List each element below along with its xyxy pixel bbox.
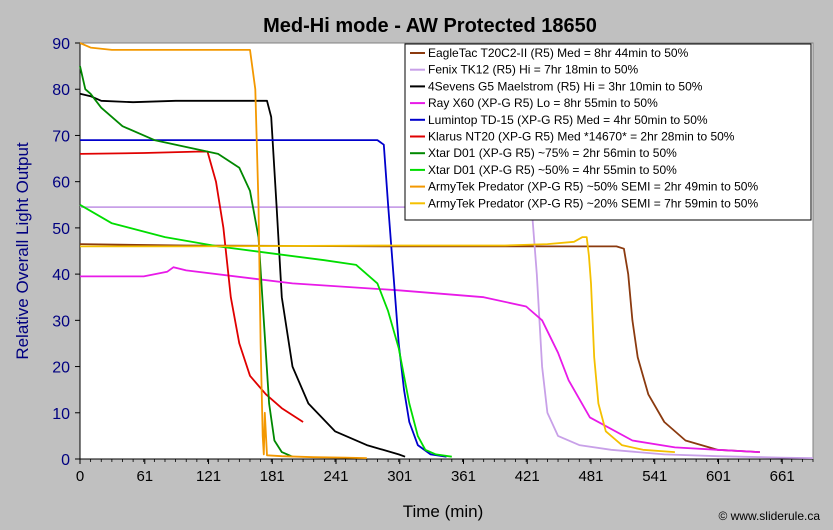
- legend-entry: Klarus NT20 (XP-G R5) Med *14670* = 2hr …: [428, 130, 735, 144]
- legend-entry: 4Sevens G5 Maelstrom (R5) Hi = 3hr 10min…: [428, 79, 703, 93]
- legend: EagleTac T20C2-II (R5) Med = 8hr 44min t…: [404, 43, 812, 221]
- series-line-3: [79, 92, 406, 458]
- y-tick-label: 60: [52, 175, 70, 192]
- series-line-5: [80, 139, 447, 458]
- series-line-9: [79, 42, 367, 459]
- x-tick-label: 61: [136, 468, 153, 485]
- series-line-4: [80, 266, 760, 453]
- x-tick-label: 361: [451, 468, 476, 485]
- legend-entry: Lumintop TD-15 (XP-G R5) Med = 4hr 50min…: [428, 113, 708, 127]
- y-tick-label: 10: [52, 406, 70, 423]
- y-tick-label: 50: [52, 221, 70, 238]
- x-tick-label: 0: [76, 468, 84, 485]
- y-tick-label: 80: [52, 82, 70, 99]
- legend-entry: Xtar D01 (XP-G R5) ~75% = 2hr 56min to 5…: [428, 146, 677, 160]
- legend-entry: EagleTac T20C2-II (R5) Med = 8hr 44min t…: [428, 46, 689, 60]
- y-tick-label: 0: [61, 452, 70, 469]
- x-tick-label: 181: [260, 468, 285, 485]
- x-tick-label: 661: [770, 468, 795, 485]
- x-tick-label: 301: [387, 468, 412, 485]
- x-tick-label: 481: [578, 468, 603, 485]
- series-line-8: [79, 204, 452, 458]
- legend-entry: Xtar D01 (XP-G R5) ~50% = 4hr 55min to 5…: [428, 163, 677, 177]
- x-tick-label: 421: [515, 468, 540, 485]
- credit-text: © www.sliderule.ca: [718, 509, 820, 523]
- legend-entry: ArmyTek Predator (XP-G R5) ~50% SEMI = 2…: [428, 180, 758, 194]
- legend-box: [404, 43, 812, 221]
- x-tick-label: 541: [642, 468, 667, 485]
- y-tick-label: 70: [52, 128, 70, 145]
- y-tick-label: 90: [52, 36, 70, 53]
- series-group: [79, 42, 814, 459]
- x-tick-label: 601: [706, 468, 731, 485]
- legend-entry: Ray X60 (XP-G R5) Lo = 8hr 55min to 50%: [428, 96, 658, 110]
- legend-entry: Fenix TK12 (R5) Hi = 7hr 18min to 50%: [428, 63, 639, 77]
- series-line-7: [79, 65, 293, 458]
- legend-entry: ArmyTek Predator (XP-G R5) ~20% SEMI = 7…: [428, 196, 758, 210]
- y-tick-label: 20: [52, 360, 70, 377]
- x-tick-label: 241: [324, 468, 349, 485]
- x-axis-label: Time (min): [403, 502, 484, 521]
- chart-title: Med-Hi mode - AW Protected 18650: [263, 15, 597, 37]
- y-tick-label: 30: [52, 313, 70, 330]
- y-axis-label: Relative Overall Light Output: [13, 142, 32, 360]
- series-line-10: [80, 236, 675, 453]
- axes-group: 0 61 121 181 241 301 361 421 481 541 601 661 0 10 20 30…: [52, 36, 814, 485]
- y-tick-label: 40: [52, 267, 70, 284]
- x-tick-label: 121: [196, 468, 221, 485]
